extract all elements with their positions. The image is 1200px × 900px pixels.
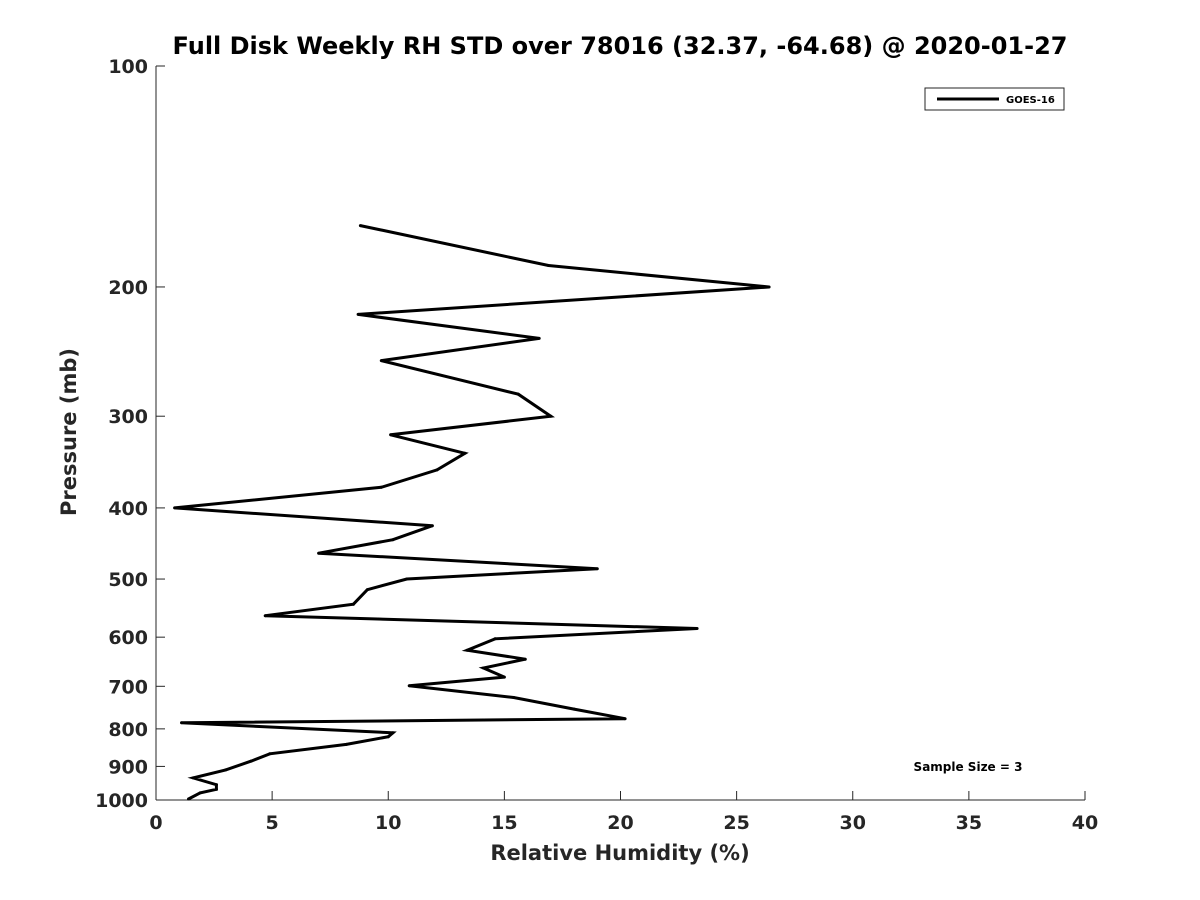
data-point [379,359,383,363]
x-axis-label: Relative Humidity (%) [490,841,749,865]
sample-size-annotation: Sample Size = 3 [914,760,1023,774]
x-tick-label: 40 [1072,812,1098,834]
chart-title: Full Disk Weekly RH STD over 78016 (32.3… [173,32,1068,60]
x-tick-label: 15 [491,812,517,834]
data-point [391,731,395,735]
data-point [317,551,321,555]
data-point [389,433,393,437]
data-point [344,742,348,746]
x-tick-label: 5 [266,812,279,834]
y-axis-label: Pressure (mb) [57,348,81,516]
data-point [435,468,439,472]
x-tick-label: 30 [840,812,866,834]
data-point [391,538,395,542]
data-point [365,588,369,592]
data-point [549,414,553,418]
y-tick-label: 900 [108,756,148,778]
y-axis-ticks: 100 200 300 400 500 600 700 800 900 1000 [95,56,165,812]
data-point [465,648,469,652]
y-tick-label: 400 [108,498,148,520]
series-layer [173,224,771,801]
x-tick-label: 10 [375,812,401,834]
x-tick-label: 35 [956,812,982,834]
data-point [695,627,699,630]
y-tick-label: 1000 [95,790,148,812]
y-tick-label: 600 [108,627,148,649]
data-point [268,752,272,756]
x-axis-ticks: 0 5 10 15 20 25 30 35 40 [149,791,1098,834]
data-point [351,602,355,606]
y-tick-label: 700 [108,676,148,698]
data-point [430,524,434,528]
data-point [463,451,467,455]
data-point [407,684,411,688]
data-point [623,717,627,721]
data-point [263,614,267,618]
data-point [187,797,190,801]
data-point [249,759,253,763]
legend-entry: GOES-16 [1006,95,1055,106]
y-tick-label: 500 [108,569,148,591]
data-point [379,485,383,489]
y-tick-label: 300 [108,406,148,428]
data-point [358,224,362,228]
data-point [214,783,218,787]
data-point [386,735,390,739]
data-point [405,577,409,581]
data-point [198,791,202,795]
data-point [547,264,550,267]
data-point [173,506,177,510]
y-tick-label: 100 [108,56,148,78]
data-point [502,675,506,679]
data-point [356,312,360,316]
data-point [180,721,183,725]
data-point [191,776,195,780]
data-point [512,696,516,699]
legend: GOES-16 [924,87,1065,111]
data-point [493,637,497,641]
data-point [482,666,485,670]
x-tick-label: 25 [723,812,749,834]
x-tick-label: 0 [149,812,162,834]
data-point [224,768,228,772]
y-tick-label: 800 [108,719,148,741]
data-point [595,567,599,571]
data-point [523,657,527,661]
data-point [767,285,771,289]
y-tick-label: 200 [108,277,148,299]
x-tick-label: 20 [607,812,633,834]
data-point [516,392,520,396]
data-point [572,707,576,711]
data-point [537,336,541,340]
data-point [214,787,218,791]
